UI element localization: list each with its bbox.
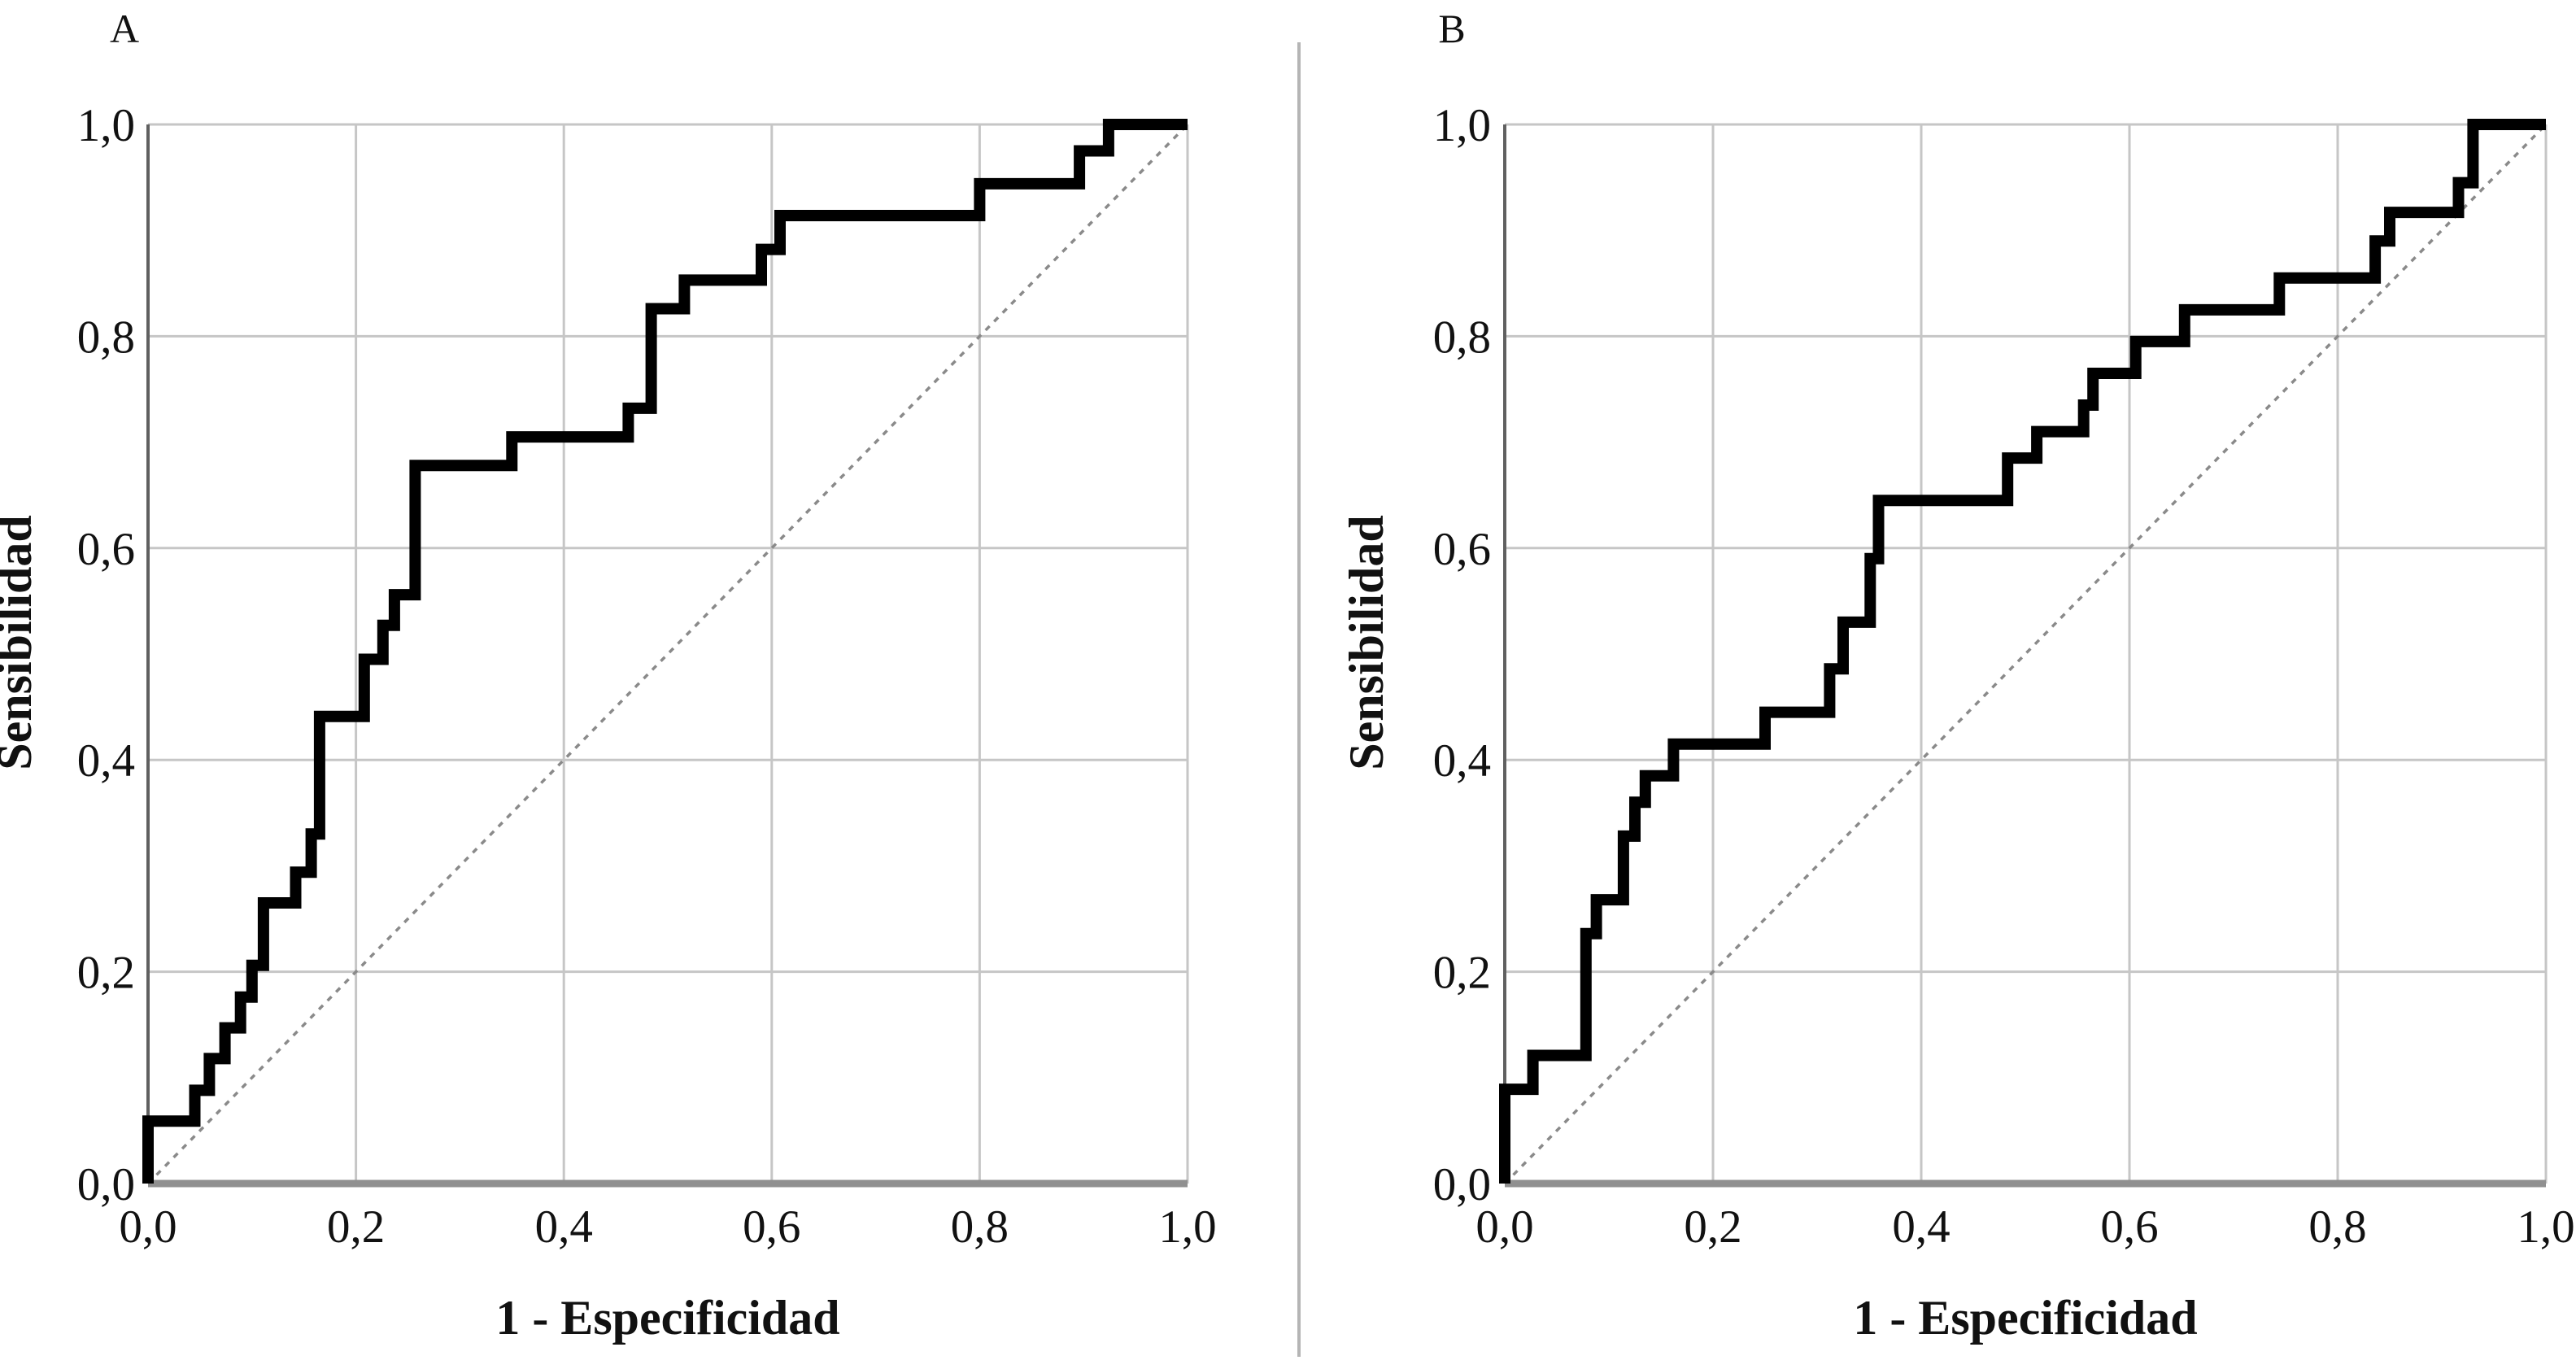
x-tick-label: 0,4 (1892, 1201, 1950, 1253)
panel-letter: B (1438, 6, 1465, 51)
panel-letter: A (110, 6, 139, 51)
x-tick-label: 0,8 (951, 1201, 1009, 1253)
y-axis-title: Sensibilidad (0, 515, 41, 770)
x-tick-label: 0,4 (535, 1201, 593, 1253)
x-tick-label: 1,0 (2517, 1201, 2574, 1253)
x-tick-label: 0,2 (1684, 1201, 1741, 1253)
y-tick-label: 1,0 (77, 100, 135, 151)
x-axis-title: 1 - Especificidad (1853, 1291, 2197, 1345)
y-tick-label: 0,0 (1433, 1159, 1491, 1210)
roc-curve (1499, 119, 2546, 1184)
x-tick-label: 0,6 (2100, 1201, 2158, 1253)
y-tick-label: 0,8 (77, 312, 135, 363)
x-tick-label: 1,0 (1158, 1201, 1216, 1253)
x-tick-label: 0,2 (327, 1201, 385, 1253)
y-tick-label: 0,6 (77, 524, 135, 575)
x-tick-label: 0,6 (743, 1201, 800, 1253)
reference-diagonal (1503, 123, 2548, 1185)
y-tick-label: 1,0 (1433, 100, 1491, 151)
x-tick-label: 0,0 (1475, 1201, 1533, 1253)
x-tick-label: 0,8 (2308, 1201, 2366, 1253)
y-tick-label: 0,6 (1433, 524, 1491, 575)
x-axis-title: 1 - Especificidad (495, 1291, 839, 1345)
y-tick-label: 0,2 (77, 948, 135, 999)
reference-diagonal (146, 123, 1189, 1185)
y-tick-label: 0,4 (1433, 735, 1491, 787)
x-tick-label: 0,0 (119, 1201, 177, 1253)
y-axis-title: Sensibilidad (1340, 515, 1393, 770)
y-tick-label: 0,4 (77, 735, 135, 787)
y-tick-label: 0,2 (1433, 948, 1491, 999)
roc-curve (142, 119, 1188, 1184)
y-tick-label: 0,8 (1433, 312, 1491, 363)
y-tick-label: 0,0 (77, 1159, 135, 1210)
